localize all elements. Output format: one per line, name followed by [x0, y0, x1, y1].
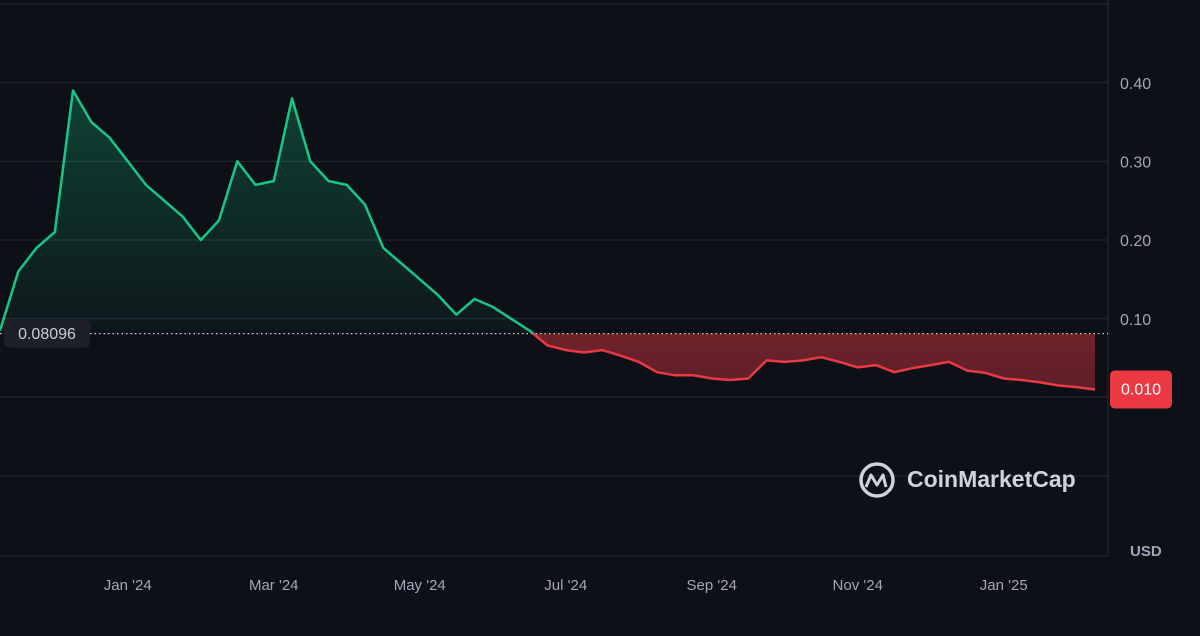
badge-bg	[4, 319, 90, 348]
baseline-label: 0.08096	[18, 326, 76, 343]
y-tick-label: 0.20	[1120, 233, 1151, 250]
area-fill	[0, 90, 1095, 390]
x-tick-label: Sep '24	[687, 577, 737, 594]
y-tick-label: 0.10	[1120, 312, 1151, 329]
x-tick-label: Mar '24	[249, 577, 299, 594]
last-price-label: 0.010	[1121, 382, 1161, 399]
x-tick-label: Jul '24	[544, 577, 587, 594]
badge-bg	[1110, 370, 1172, 409]
price-line	[0, 89, 1096, 391]
last-price-badge: 0.010	[1110, 370, 1172, 409]
y-tick-label: 0.40	[1120, 76, 1151, 93]
x-tick-label: Jan '25	[980, 577, 1028, 594]
watermark-text: CoinMarketCap	[907, 466, 1076, 492]
currency-label: USD	[1130, 543, 1162, 560]
x-tick-label: Jan '24	[104, 577, 152, 594]
x-tick-label: May '24	[394, 577, 446, 594]
y-tick-label: 0.30	[1120, 155, 1151, 172]
baseline-badge: 0.08096	[4, 319, 90, 348]
logo	[859, 462, 895, 498]
x-tick-label: Nov '24	[833, 577, 883, 594]
watermark: CoinMarketCap	[859, 462, 1076, 498]
logo-mark	[864, 473, 888, 488]
frame	[0, 0, 1109, 557]
